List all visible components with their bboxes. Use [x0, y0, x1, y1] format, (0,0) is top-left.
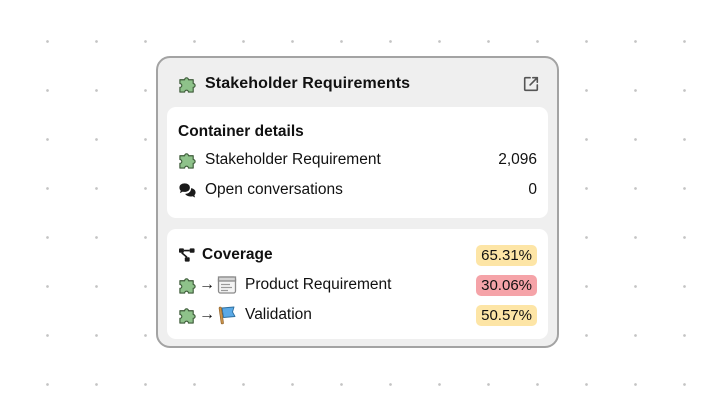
stakeholder-requirements-node[interactable]: Stakeholder Requirements Container detai…: [156, 56, 559, 348]
detail-value: 0: [528, 181, 537, 198]
detail-value: 2,096: [498, 151, 537, 168]
puzzle-icon: [178, 306, 197, 325]
coverage-badge: 30.06%: [476, 274, 537, 296]
coverage-row-validation[interactable]: → Validation 50.57%: [178, 300, 537, 330]
arrow-right-icon: →: [199, 306, 215, 323]
coverage-header-row: Coverage 65.31%: [178, 240, 537, 270]
coverage-card: Coverage 65.31% → Product Requirement: [167, 229, 548, 339]
node-title: Stakeholder Requirements: [205, 75, 411, 92]
coverage-label: Validation: [245, 306, 312, 323]
coverage-label: Product Requirement: [245, 276, 392, 293]
container-details-title: Container details: [178, 123, 304, 140]
detail-label: Open conversations: [205, 181, 343, 198]
puzzle-icon: [178, 276, 197, 295]
container-details-card: Container details Stakeholder Requiremen…: [167, 107, 548, 218]
chat-bubbles-icon: [178, 181, 197, 200]
puzzle-icon: [178, 151, 197, 170]
arrow-right-icon: →: [199, 276, 215, 293]
coverage-row-product-requirement[interactable]: → Product Requirement 30.06%: [178, 270, 537, 300]
coverage-title: Coverage: [202, 246, 273, 263]
detail-row-open-conversations[interactable]: Open conversations 0: [178, 175, 537, 205]
document-icon: [217, 275, 237, 295]
detail-row-stakeholder-requirement[interactable]: Stakeholder Requirement 2,096: [178, 145, 537, 175]
hierarchy-icon: [178, 247, 196, 263]
puzzle-icon: [178, 75, 197, 94]
coverage-badge: 50.57%: [476, 304, 537, 326]
coverage-total-badge: 65.31%: [476, 244, 537, 266]
flag-icon: [217, 305, 237, 325]
node-header: Stakeholder Requirements: [178, 72, 541, 96]
external-link-icon[interactable]: [521, 74, 541, 94]
detail-label: Stakeholder Requirement: [205, 151, 381, 168]
